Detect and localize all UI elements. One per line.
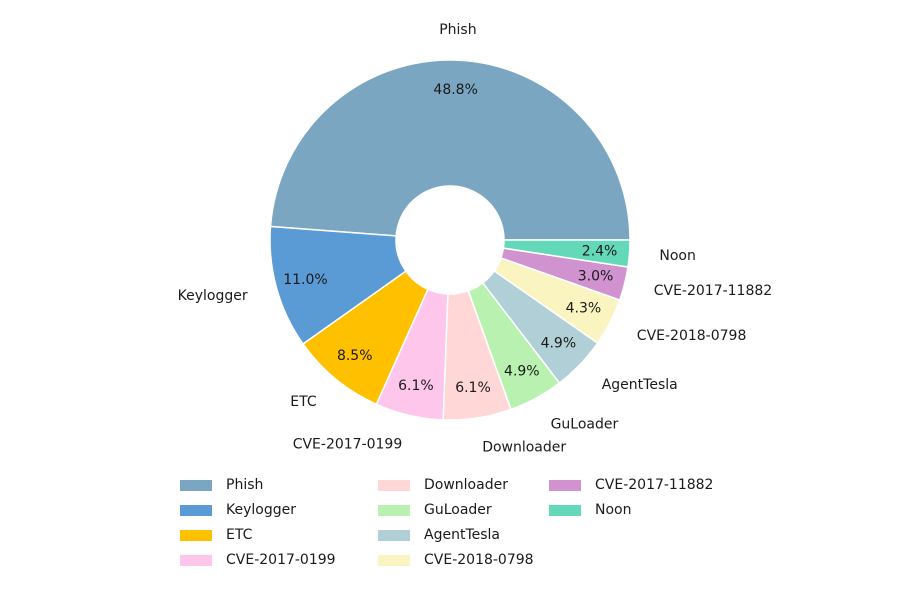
category-label-keylogger: Keylogger — [178, 288, 248, 304]
legend-swatch-downloader — [378, 480, 410, 491]
legend-label-keylogger: Keylogger — [226, 502, 296, 518]
legend-label-agenttesla: AgentTesla — [424, 527, 500, 543]
percent-label-phish: 48.8% — [433, 82, 477, 98]
category-label-downloader: Downloader — [482, 440, 566, 456]
percent-label-downloader: 6.1% — [455, 380, 491, 396]
legend-swatch-guloader — [378, 505, 410, 516]
percent-label-keylogger: 11.0% — [283, 272, 327, 288]
percent-label-cve-2018-0798: 4.3% — [566, 301, 602, 317]
legend-swatch-phish — [180, 480, 212, 491]
legend-swatch-cve-2018-0798 — [378, 555, 410, 566]
legend-label-etc: ETC — [226, 527, 253, 543]
legend-swatch-etc — [180, 530, 212, 541]
category-label-guloader: GuLoader — [551, 416, 619, 432]
category-label-phish: Phish — [439, 22, 476, 38]
category-label-agenttesla: AgentTesla — [602, 377, 678, 393]
percent-label-noon: 2.4% — [582, 243, 618, 259]
percent-label-agenttesla: 4.9% — [541, 336, 577, 352]
legend-swatch-cve-2017-0199 — [180, 555, 212, 566]
category-label-etc: ETC — [290, 394, 317, 410]
category-label-noon: Noon — [659, 248, 695, 264]
slice-keylogger — [269, 225, 407, 346]
legend-swatch-agenttesla — [378, 530, 410, 541]
percent-labels-group: 48.8% 11.0% 8.5% 6.1% 6.1% 4.9%4.9% 4.3% 3.0% 2.… — [283, 82, 617, 396]
legend-label-cve-2018-0798: CVE-2018-0798 — [424, 552, 534, 568]
legend-swatch-cve-2017-11882 — [549, 480, 581, 491]
legend-label-phish: Phish — [226, 477, 263, 493]
category-label-cve-2018-0798: CVE-2018-0798 — [637, 328, 747, 344]
legend-label-cve-2017-11882: CVE-2017-11882 — [595, 477, 713, 493]
percent-label-etc: 8.5% — [337, 348, 373, 364]
percent-label-cve-2017-0199: 6.1% — [398, 378, 434, 394]
legend-label-cve-2017-0199: CVE-2017-0199 — [226, 552, 336, 568]
legend-swatch-keylogger — [180, 505, 212, 516]
slice-noon — [502, 239, 631, 268]
slice-phish — [269, 59, 631, 241]
category-label-cve-2017-11882: CVE-2017-11882 — [654, 283, 772, 299]
legend-label-downloader: Downloader — [424, 477, 508, 493]
percent-label-cve-2017-11882: 3.0% — [578, 268, 614, 284]
category-label-cve-2017-0199: CVE-2017-0199 — [293, 437, 403, 453]
slices-group — [269, 59, 631, 421]
legend-label-guloader: GuLoader — [424, 502, 492, 518]
legend-swatch-noon — [549, 505, 581, 516]
percent-label-guloader: 4.9% — [504, 364, 540, 380]
category-labels-group: Phish Keylogger ETC CVE-2017-0199 Downloader… — [178, 22, 773, 455]
legend: Phish Keylogger ETC CVE-2017-0199 Downloader… — [180, 477, 713, 568]
legend-label-noon: Noon — [595, 502, 631, 518]
